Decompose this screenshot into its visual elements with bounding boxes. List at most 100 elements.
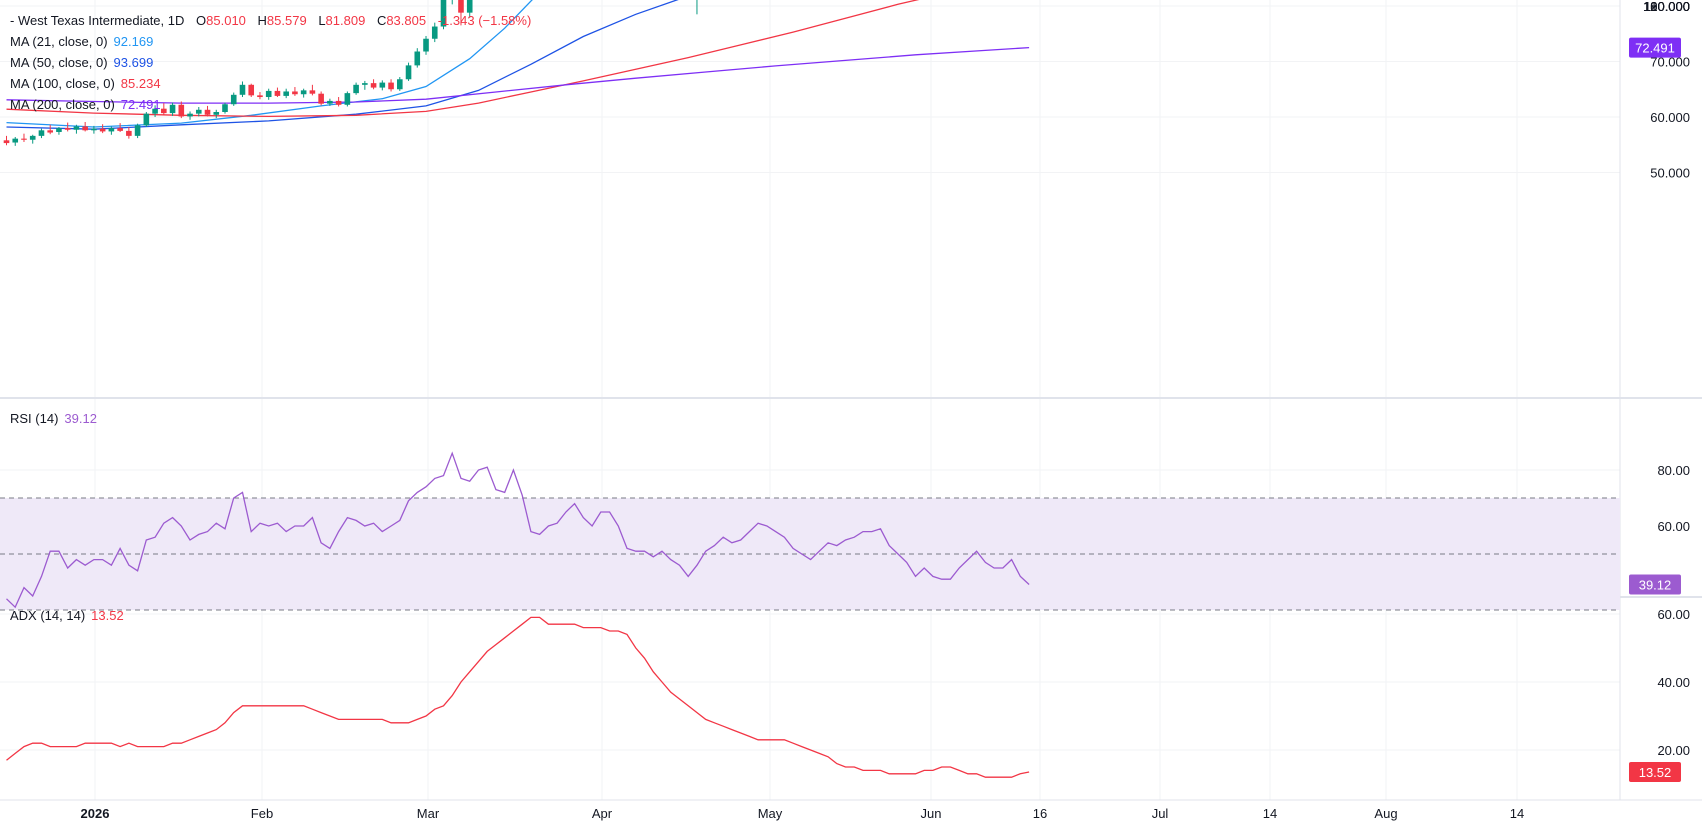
candle-body <box>187 113 193 117</box>
rsi-legend[interactable]: RSI (14) 39.12 <box>10 408 97 429</box>
adx-value: 13.52 <box>91 608 124 623</box>
candle <box>108 126 115 135</box>
candle-body <box>134 125 141 136</box>
time-tick-label: Mar <box>417 806 440 821</box>
rsi-value-tag: 39.12 <box>1629 574 1681 595</box>
time-tick-label: May <box>758 806 783 821</box>
candle <box>379 80 386 91</box>
candle <box>21 133 27 142</box>
candle <box>12 136 19 146</box>
adx-value-tag-bg <box>1629 762 1681 783</box>
candle <box>3 135 10 146</box>
candle <box>64 122 71 132</box>
candle-body <box>458 0 464 13</box>
candle-body <box>161 108 167 114</box>
price-tick-label: 90.000 <box>1650 0 1690 14</box>
adx-label: ADX (14, 14) <box>10 608 86 623</box>
candle-body <box>405 65 412 80</box>
candle-body <box>318 93 324 104</box>
ma50-legend[interactable]: MA (50, close, 0) 93.699 <box>10 52 161 73</box>
candle <box>73 124 80 134</box>
candle-body <box>195 109 202 114</box>
candle <box>466 0 473 18</box>
change-value: -1.343 (−1.58%) <box>437 13 532 28</box>
adx-value-tag: 13.52 <box>1629 762 1681 783</box>
open-label: O <box>196 13 207 28</box>
candle <box>362 80 368 90</box>
grid-lines <box>0 0 1620 800</box>
candle <box>187 111 193 120</box>
price-tick-label: 70.000 <box>1650 55 1690 70</box>
ma-line-2 <box>6 0 920 118</box>
candle <box>344 91 351 107</box>
candle <box>195 107 202 117</box>
candle <box>99 124 106 134</box>
candle <box>161 103 167 115</box>
candle <box>56 126 62 135</box>
candle <box>204 105 211 117</box>
time-tick-label: Aug <box>1374 806 1397 821</box>
candle-body <box>21 138 27 140</box>
candle-body <box>178 104 185 117</box>
candle-body <box>152 108 158 114</box>
ma21-legend[interactable]: MA (21, close, 0) 92.169 <box>10 31 161 52</box>
high-value: 85.579 <box>266 13 307 28</box>
candle-body <box>327 100 333 104</box>
candle-body <box>29 135 36 140</box>
candle-body <box>344 93 351 105</box>
candle <box>265 88 272 100</box>
adx-value-tag-text: 13.52 <box>1639 765 1672 780</box>
adx-tick-label: 40.00 <box>1657 675 1690 690</box>
ma200-price-tag-bg <box>1629 37 1681 58</box>
ma21-value: 92.169 <box>113 34 154 49</box>
candle-body <box>143 113 150 126</box>
candle <box>248 83 255 98</box>
candle <box>405 62 412 81</box>
open-value: 85.010 <box>206 13 246 28</box>
candle <box>169 102 176 116</box>
candle <box>134 123 141 139</box>
candle <box>353 82 359 95</box>
adx-legend[interactable]: ADX (14, 14) 13.52 <box>10 605 124 626</box>
time-tick-label: Feb <box>251 806 273 821</box>
candle <box>178 101 185 119</box>
chart-header: - West Texas Intermediate, 1D O85.010 H8… <box>10 13 532 28</box>
candle <box>440 0 447 30</box>
ma100-legend[interactable]: MA (100, close, 0) 85.234 <box>10 73 161 94</box>
candle-body <box>239 84 246 95</box>
candle-body <box>423 38 429 52</box>
low-label: L <box>318 13 326 28</box>
ma200-price-tag-text: 72.491 <box>1635 41 1675 56</box>
candle-body <box>99 128 106 132</box>
candle-body <box>82 126 88 131</box>
candle <box>274 87 281 98</box>
time-tick-label: 14 <box>1510 806 1524 821</box>
candle-body <box>265 90 272 98</box>
candle-body <box>248 84 255 96</box>
candles <box>3 0 698 146</box>
time-tick-label: Apr <box>592 806 613 821</box>
rsi-label: RSI (14) <box>10 411 59 426</box>
candle <box>370 79 377 90</box>
candle-body <box>117 128 123 131</box>
candle-body <box>12 138 19 143</box>
adx-tick-label: 60.00 <box>1657 607 1690 622</box>
candle <box>283 88 289 99</box>
candle <box>91 125 97 134</box>
ma200-legend[interactable]: MA (200, close, 0) 72.491 <box>10 94 161 115</box>
candle-body <box>222 104 228 113</box>
ma-legend: MA (21, close, 0) 92.169 MA (50, close, 0… <box>10 31 161 115</box>
candle-body <box>283 91 289 96</box>
low-value: 81.809 <box>325 13 366 28</box>
candle <box>335 97 342 107</box>
candle-body <box>64 128 71 130</box>
rsi-value: 39.12 <box>64 411 97 426</box>
candle <box>29 134 36 144</box>
ma200-label: MA (200, close, 0) <box>10 97 115 112</box>
candle-body <box>257 95 263 98</box>
candle <box>230 92 237 106</box>
candle-body <box>213 112 220 115</box>
candle-body <box>126 130 132 136</box>
candle <box>47 124 53 135</box>
